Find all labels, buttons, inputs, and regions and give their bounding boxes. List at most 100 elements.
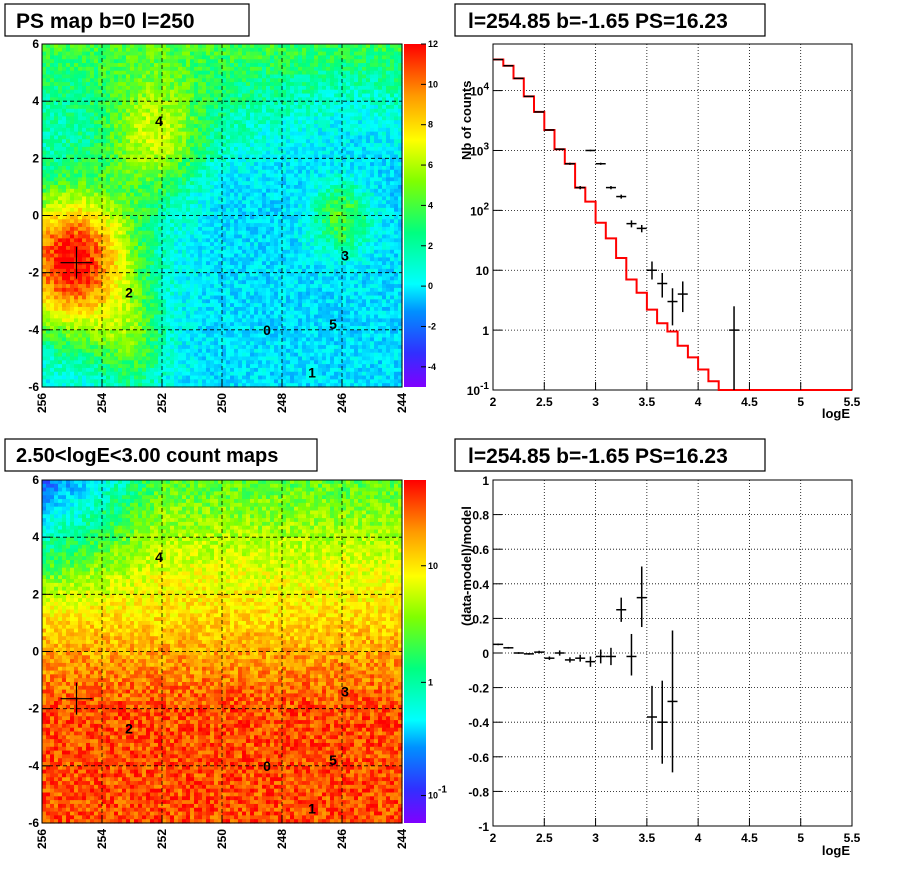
heatmap-cell xyxy=(218,234,223,239)
heatmap-cell xyxy=(138,177,143,182)
heatmap-cell xyxy=(94,93,99,98)
heatmap-cell xyxy=(246,223,251,228)
heatmap-cell xyxy=(194,85,199,91)
heatmap-cell xyxy=(146,74,151,79)
heatmap-cell xyxy=(102,44,107,49)
heatmap-cell xyxy=(146,204,151,209)
heatmap-cell xyxy=(142,223,147,228)
heatmap-cell xyxy=(158,253,163,259)
heatmap-cell xyxy=(206,177,211,182)
heatmap-cell xyxy=(274,245,279,251)
heatmap-cell xyxy=(154,120,159,125)
heatmap-cell xyxy=(294,230,299,236)
heatmap-cell xyxy=(390,55,395,60)
heatmap-cell xyxy=(318,97,323,102)
heatmap-cell xyxy=(382,207,387,213)
heatmap-cell xyxy=(394,82,399,87)
heatmap-cell xyxy=(122,74,127,79)
heatmap-cell xyxy=(110,116,115,121)
heatmap-cell xyxy=(198,51,203,57)
heatmap-cell xyxy=(118,82,123,87)
heatmap-cell xyxy=(42,59,47,64)
heatmap-cell xyxy=(338,177,343,182)
heatmap-cell xyxy=(98,234,103,239)
heatmap-cell xyxy=(334,192,339,198)
heatmap-cell xyxy=(206,230,211,236)
heatmap-cell xyxy=(254,234,259,239)
heatmap-cell xyxy=(158,226,163,232)
heatmap-cell xyxy=(366,245,371,251)
heatmap-cell xyxy=(322,63,327,68)
heatmap-cell xyxy=(226,104,231,110)
heatmap-cell xyxy=(330,139,335,144)
heatmap-cell xyxy=(322,211,327,217)
heatmap-cell xyxy=(154,59,159,64)
heatmap-cell xyxy=(126,230,131,236)
heatmap-cell xyxy=(182,181,187,186)
heatmap-cell xyxy=(302,165,307,171)
heatmap-cell xyxy=(286,108,291,114)
heatmap-cell xyxy=(82,55,87,60)
heatmap-cell xyxy=(162,82,167,87)
heatmap-cell xyxy=(130,204,135,209)
heatmap-cell xyxy=(86,108,91,114)
heatmap-cell xyxy=(394,97,399,102)
heatmap-cell xyxy=(310,192,315,198)
heatmap-cell xyxy=(198,211,203,217)
heatmap-cell xyxy=(166,192,171,198)
heatmap-cell xyxy=(226,245,231,251)
heatmap-cell xyxy=(250,196,255,201)
heatmap-cell xyxy=(46,47,51,53)
heatmap-cell xyxy=(390,219,395,224)
heatmap-cell xyxy=(162,143,167,148)
heatmap-cell xyxy=(150,223,155,228)
heatmap-cell xyxy=(182,70,187,76)
heatmap-cell xyxy=(266,63,271,68)
heatmap-cell xyxy=(194,238,199,243)
heatmap-cell xyxy=(198,108,203,114)
heatmap-cell xyxy=(142,97,147,102)
heatmap-cell xyxy=(74,162,79,167)
heatmap-cell xyxy=(362,154,367,159)
heatmap-cell xyxy=(130,154,135,159)
heatmap-cell xyxy=(198,131,203,137)
heatmap-cell xyxy=(98,226,103,232)
heatmap-cell xyxy=(218,66,223,72)
heatmap-cell xyxy=(250,188,255,194)
heatmap-cell xyxy=(294,185,299,190)
heatmap-cell xyxy=(210,131,215,137)
heatmap-cell xyxy=(238,55,243,60)
heatmap-cell xyxy=(194,169,199,175)
heatmap-cell xyxy=(114,215,119,220)
heatmap-cell xyxy=(378,150,383,156)
heatmap-cell xyxy=(246,230,251,236)
heatmap-cell xyxy=(286,127,291,133)
heatmap-cell xyxy=(394,55,399,60)
heatmap-cell xyxy=(114,242,119,247)
heatmap-cell xyxy=(94,51,99,57)
heatmap-cell xyxy=(158,211,163,217)
heatmap-cell xyxy=(234,51,239,57)
heatmap-cell xyxy=(134,131,139,137)
heatmap-cell xyxy=(194,173,199,178)
heatmap-cell xyxy=(154,154,159,159)
heatmap-cell xyxy=(242,249,247,255)
heatmap-cell xyxy=(258,112,263,118)
heatmap-cell xyxy=(342,150,347,156)
heatmap-cell xyxy=(358,63,363,68)
heatmap-cell xyxy=(70,146,75,152)
heatmap-cell xyxy=(382,89,387,95)
heatmap-cell xyxy=(166,242,171,247)
heatmap-cell xyxy=(58,120,63,125)
heatmap-cell xyxy=(134,85,139,91)
heatmap-cell xyxy=(130,196,135,201)
heatmap-cell xyxy=(110,169,115,175)
heatmap-cell xyxy=(262,169,267,175)
heatmap-cell xyxy=(74,89,79,95)
heatmap-cell xyxy=(246,211,251,217)
heatmap-cell xyxy=(270,200,275,205)
heatmap-cell xyxy=(390,150,395,156)
heatmap-cell xyxy=(354,47,359,53)
heatmap-cell xyxy=(374,146,379,152)
heatmap-cell xyxy=(86,169,91,175)
